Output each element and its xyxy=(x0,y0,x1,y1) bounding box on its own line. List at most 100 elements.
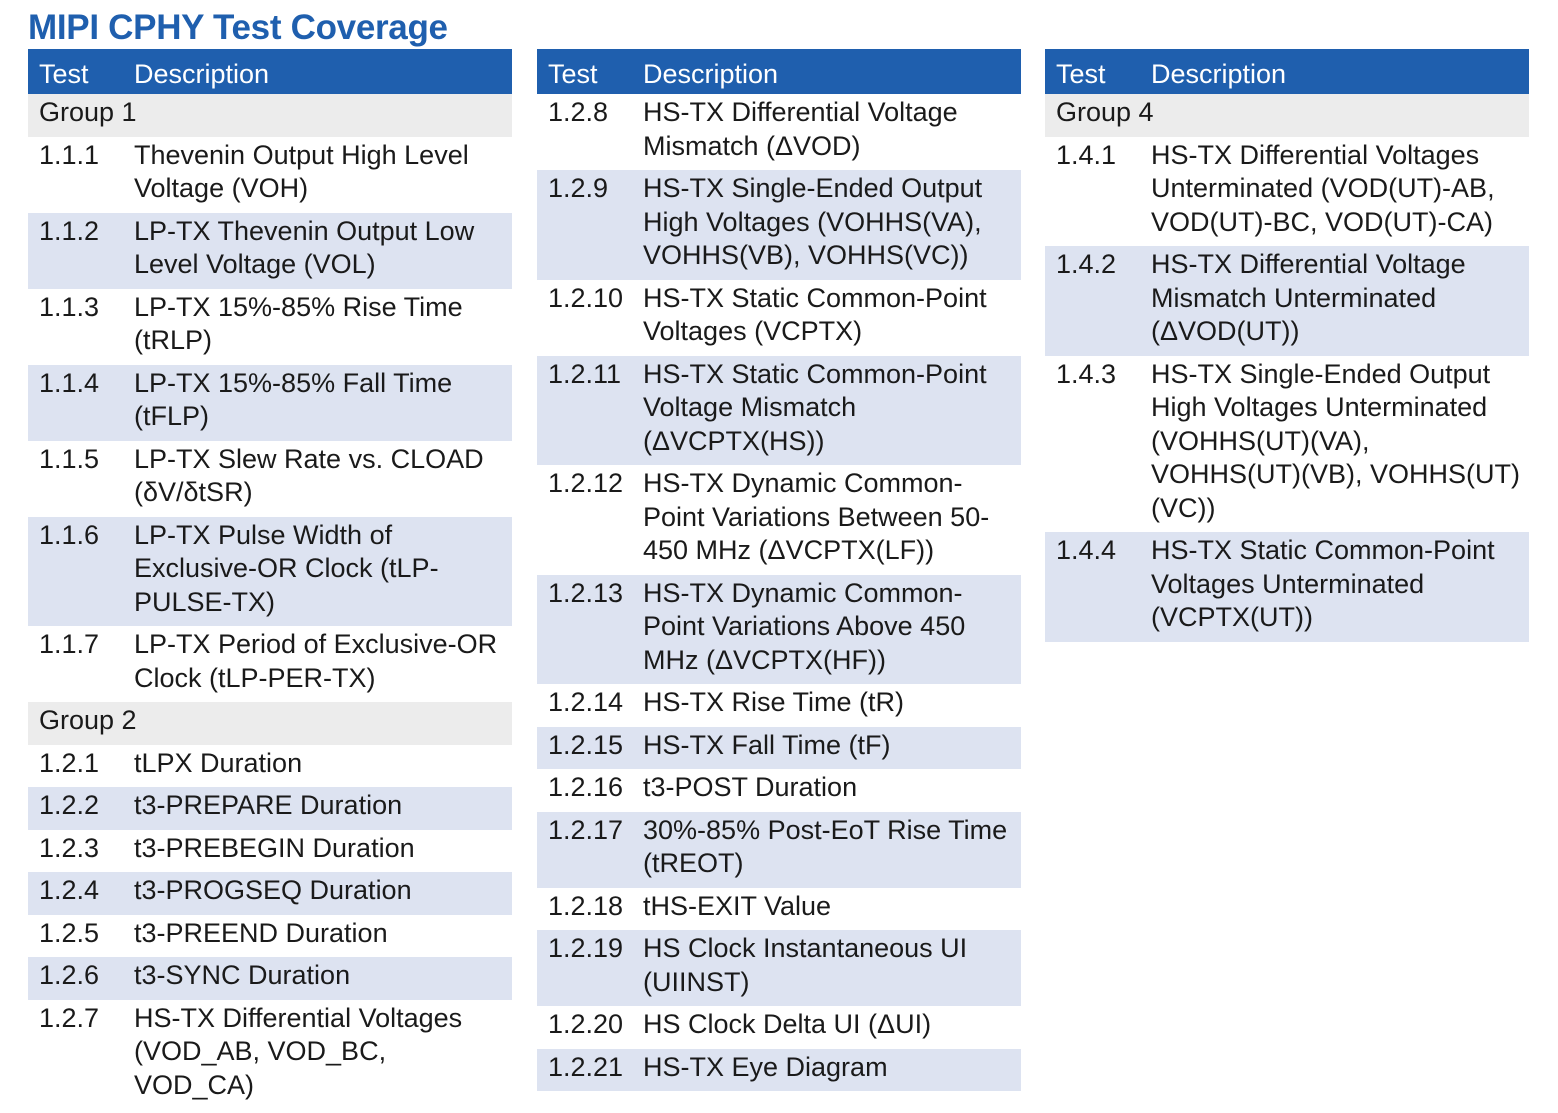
test-id: 1.2.4 xyxy=(39,875,100,905)
table-row: 1.2.14 HS-TX Rise Time (tR) xyxy=(537,684,1021,727)
test-id: 1.2.13 xyxy=(548,577,624,608)
table-row: 1.2.13 HS-TX Dynamic Common-Point Variati… xyxy=(537,574,1021,684)
table-body: 1.2.8 HS-TX Differential Voltage Mismatch… xyxy=(537,94,1021,1091)
test-description: HS-TX Static Common-Point Voltages Unter… xyxy=(1151,535,1495,632)
test-id: 1.4.3 xyxy=(1056,358,1117,389)
test-description: HS-TX Fall Time (tF) xyxy=(643,729,891,760)
test-id: 1.1.7 xyxy=(39,629,100,659)
test-id: 1.2.15 xyxy=(548,729,624,760)
test-description: HS-TX Dynamic Common-Point Variations Ab… xyxy=(643,577,966,675)
column-header-test: Test xyxy=(548,59,598,89)
test-description: LP-TX Pulse Width of Exclusive-OR Clock … xyxy=(134,519,439,617)
test-description: HS-TX Static Common-Point Voltages (VCPT… xyxy=(643,282,987,347)
column-header-description: Description xyxy=(643,59,779,89)
table-row: 1.2.17 30%-85% Post-EoT Rise Time (tREOT) xyxy=(537,811,1021,888)
table-row: 1.1.5 LP-TX Slew Rate vs. CLOAD (δV/δtSR) xyxy=(28,441,512,517)
table-row: 1.1.3 LP-TX 15%-85% Rise Time (tRLP) xyxy=(28,289,512,365)
table-row: 1.2.12 HS-TX Dynamic Common-Point Variati… xyxy=(537,465,1021,575)
table-body: Group 1 1.1.1 Thevenin Output High Level V… xyxy=(28,94,512,1109)
table-row: 1.2.10 HS-TX Static Common-Point Voltages… xyxy=(537,280,1021,356)
test-description: tHS-EXIT Value xyxy=(643,890,832,921)
table-row: 1.2.16 t3-POST Duration xyxy=(537,769,1021,812)
test-description: HS-TX Differential Voltage Mismatch (ΔVO… xyxy=(643,97,958,161)
test-id: 1.1.5 xyxy=(39,443,100,474)
table-row: 1.2.9 HS-TX Single-Ended Output High Volt… xyxy=(537,170,1021,280)
test-description: LP-TX 15%-85% Fall Time (tFLP) xyxy=(134,367,453,432)
test-description: LP-TX 15%-85% Rise Time (tRLP) xyxy=(134,291,463,356)
group-label: Group 1 xyxy=(39,97,137,127)
table-row: 1.2.15 HS-TX Fall Time (tF) xyxy=(537,726,1021,769)
group-header-row: Group 1 xyxy=(28,94,512,137)
table-row: 1.2.5 t3-PREEND Duration xyxy=(28,915,512,958)
test-description: tLPX Duration xyxy=(134,747,303,778)
test-id: 1.2.18 xyxy=(548,890,624,921)
table-header: Test Description xyxy=(1045,49,1529,94)
test-id: 1.2.14 xyxy=(548,687,624,717)
test-description: t3-PROGSEQ Duration xyxy=(134,875,412,905)
test-id: 1.2.11 xyxy=(548,358,622,389)
table-row: 1.4.1 HS-TX Differential Voltages Untermi… xyxy=(1045,137,1529,247)
table-row: 1.2.2 t3-PREPARE Duration xyxy=(28,787,512,830)
table-row: 1.1.4 LP-TX 15%-85% Fall Time (tFLP) xyxy=(28,364,512,441)
test-id: 1.2.20 xyxy=(548,1009,624,1039)
table-row: 1.4.3 HS-TX Single-Ended Output High Volt… xyxy=(1045,356,1529,533)
table-row: 1.2.1 tLPX Duration xyxy=(28,745,512,788)
test-description: HS Clock Instantaneous UI (UIINST) xyxy=(643,933,968,997)
group-header-row: Group 4 xyxy=(1045,94,1529,137)
table-row: 1.1.6 LP-TX Pulse Width of Exclusive-OR C… xyxy=(28,516,512,626)
test-description: t3-PREPARE Duration xyxy=(134,790,403,820)
table-row: 1.2.7 HS-TX Differential Voltages (VOD_AB… xyxy=(28,1000,512,1110)
test-id: 1.2.16 xyxy=(548,772,624,802)
column-header-description: Description xyxy=(134,59,270,89)
test-description: t3-SYNC Duration xyxy=(134,960,351,990)
test-id: 1.2.7 xyxy=(39,1002,100,1033)
test-description: 30%-85% Post-EoT Rise Time (tREOT) xyxy=(643,814,1008,879)
test-description: t3-PREBEGIN Duration xyxy=(134,832,415,863)
test-id: 1.2.21 xyxy=(548,1051,624,1082)
group-label: Group 4 xyxy=(1056,97,1154,127)
table-row: 1.2.11 HS-TX Static Common-Point Voltage … xyxy=(537,355,1021,465)
test-description: LP-TX Thevenin Output Low Level Voltage … xyxy=(134,215,475,280)
table-header: Test Description xyxy=(537,49,1021,94)
test-id: 1.1.4 xyxy=(39,367,100,398)
table-row: 1.1.2 LP-TX Thevenin Output Low Level Vol… xyxy=(28,212,512,289)
table-row: 1.2.21 HS-TX Eye Diagram xyxy=(537,1048,1021,1091)
test-id: 1.4.1 xyxy=(1056,139,1117,170)
column-header-test: Test xyxy=(1056,59,1106,89)
column-header-test: Test xyxy=(39,59,89,89)
table-row: 1.2.6 t3-SYNC Duration xyxy=(28,957,512,1000)
coverage-table-group-4: Test Description Group 4 1.4.1 HS-TX Diffe… xyxy=(1045,49,1529,642)
table-body: Group 4 1.4.1 HS-TX Differential Voltages … xyxy=(1045,94,1529,642)
test-description: HS Clock Delta UI (ΔUI) xyxy=(643,1009,932,1039)
test-id: 1.2.12 xyxy=(548,468,624,498)
test-id: 1.2.2 xyxy=(39,790,100,820)
coverage-table-group-2-cont: Test Description 1.2.8 HS-TX Differential… xyxy=(537,49,1021,1091)
table-row: 1.2.4 t3-PROGSEQ Duration xyxy=(28,872,512,915)
table-row: 1.4.4 HS-TX Static Common-Point Voltages … xyxy=(1045,532,1529,642)
table-row: 1.4.2 HS-TX Differential Voltage Mismatch… xyxy=(1045,246,1529,356)
group-label: Group 2 xyxy=(39,705,137,735)
test-id: 1.2.1 xyxy=(39,747,100,778)
test-description: LP-TX Slew Rate vs. CLOAD (δV/δtSR) xyxy=(134,443,484,508)
test-id: 1.2.5 xyxy=(39,917,100,948)
table-row: 1.1.1 Thevenin Output High Level Voltage … xyxy=(28,137,512,213)
column-header-description: Description xyxy=(1151,59,1287,89)
test-description: HS-TX Differential Voltages Unterminated… xyxy=(1151,139,1495,237)
test-id: 1.4.4 xyxy=(1056,535,1117,565)
table-row: 1.2.3 t3-PREBEGIN Duration xyxy=(28,830,512,873)
test-id: 1.1.2 xyxy=(39,215,100,246)
table-row: 1.1.7 LP-TX Period of Exclusive-OR Clock … xyxy=(28,626,512,702)
test-description: HS-TX Static Common-Point Voltage Mismat… xyxy=(643,358,987,456)
test-description: LP-TX Period of Exclusive-OR Clock (tLP-… xyxy=(134,629,498,693)
test-id: 1.4.2 xyxy=(1056,249,1117,279)
test-id: 1.2.19 xyxy=(548,933,624,963)
test-description: Thevenin Output High Level Voltage (VOH) xyxy=(134,139,469,204)
test-description: HS-TX Differential Voltage Mismatch Unte… xyxy=(1151,249,1466,346)
test-id: 1.2.10 xyxy=(548,282,624,313)
test-description: HS-TX Single-Ended Output High Voltages … xyxy=(643,173,983,270)
page-title: MIPI CPHY Test Coverage xyxy=(28,8,448,47)
test-id: 1.2.6 xyxy=(39,960,100,990)
test-id: 1.2.3 xyxy=(39,832,100,863)
test-description: HS-TX Eye Diagram xyxy=(643,1051,888,1082)
table-row: 1.2.8 HS-TX Differential Voltage Mismatch… xyxy=(537,94,1021,170)
